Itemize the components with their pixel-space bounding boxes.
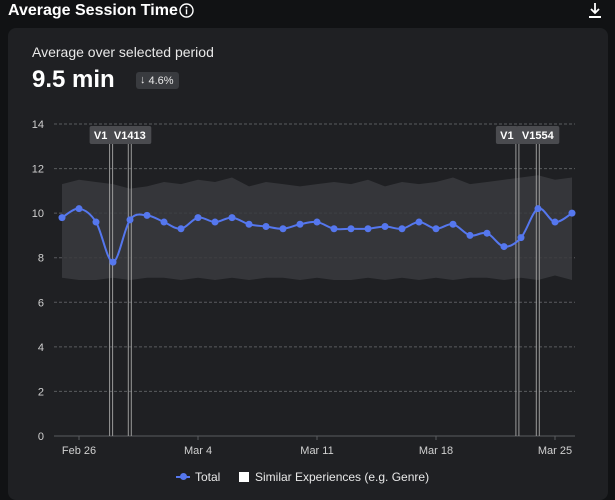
data-point — [228, 214, 236, 222]
data-point — [517, 234, 525, 242]
x-tick-label: Feb 26 — [62, 445, 96, 457]
legend-swatch-total — [176, 473, 190, 480]
x-tick-label: Mar 4 — [184, 445, 212, 457]
line-chart: 0 2 4 6 8 10 12 14 V1 V1413 V1 V1554 Feb 26 Mar 4 Mar … — [32, 119, 576, 457]
data-point — [415, 218, 423, 226]
data-point — [466, 231, 474, 239]
y-tick-label: 6 — [38, 297, 44, 309]
header: Average Session Time — [0, 0, 615, 24]
version-marker-label: V1 — [94, 130, 107, 142]
legend-item-total[interactable]: Total — [176, 470, 220, 484]
y-tick-label: 0 — [38, 431, 44, 443]
version-marker-badge — [516, 126, 560, 144]
data-point — [500, 243, 508, 251]
data-point — [92, 218, 100, 226]
chart-legend: Total Similar Experiences (e.g. Genre) — [0, 470, 615, 488]
version-marker-badge — [108, 126, 152, 144]
y-tick-label: 14 — [32, 119, 44, 131]
similar-experiences-band — [62, 175, 572, 280]
summary-subtitle: Average over selected period — [32, 44, 214, 60]
legend-item-similar[interactable]: Similar Experiences (e.g. Genre) — [239, 470, 429, 484]
data-point — [449, 220, 457, 228]
y-tick-label: 10 — [32, 208, 44, 220]
data-point — [347, 225, 355, 233]
data-point — [194, 214, 202, 222]
data-point — [534, 205, 542, 213]
x-tick-label: Mar 18 — [419, 445, 453, 457]
version-marker-badge — [495, 126, 518, 144]
data-point — [313, 218, 321, 226]
version-marker-label: V1413 — [114, 130, 146, 142]
arrow-down-icon: ↓ — [140, 74, 146, 86]
version-marker-label: V1 — [500, 130, 513, 142]
data-point — [75, 205, 83, 213]
data-point — [109, 258, 117, 266]
data-point — [262, 223, 270, 231]
data-point — [211, 218, 219, 226]
version-marker-label: V1554 — [522, 130, 555, 142]
data-point — [398, 225, 406, 233]
data-point — [177, 225, 185, 233]
data-point — [364, 225, 372, 233]
data-point — [245, 220, 253, 228]
data-point — [381, 223, 389, 231]
data-point — [432, 225, 440, 233]
data-point — [143, 211, 151, 219]
y-tick-label: 2 — [38, 386, 44, 398]
data-point — [568, 209, 576, 217]
data-point — [126, 216, 134, 224]
y-tick-label: 8 — [38, 253, 44, 265]
page-title: Average Session Time — [8, 2, 178, 19]
data-point — [483, 229, 491, 237]
legend-swatch-similar — [239, 472, 249, 482]
delta-value: 4.6% — [148, 74, 174, 87]
summary-value: 9.5 min — [32, 66, 115, 93]
x-tick-label: Mar 11 — [300, 445, 333, 457]
data-point — [330, 225, 338, 233]
legend-label-total: Total — [195, 470, 221, 484]
data-point — [296, 220, 304, 228]
data-point — [160, 218, 168, 226]
version-marker-badge — [89, 126, 112, 144]
download-icon[interactable] — [587, 2, 603, 20]
info-icon[interactable] — [179, 3, 194, 18]
data-point — [551, 218, 559, 226]
y-tick-label: 4 — [38, 342, 44, 354]
x-tick-label: Mar 25 — [538, 445, 572, 457]
delta-badge: ↓ 4.6% — [136, 72, 179, 89]
data-point — [58, 214, 66, 222]
y-tick-label: 12 — [32, 164, 44, 176]
legend-label-similar: Similar Experiences (e.g. Genre) — [255, 470, 430, 484]
data-point — [279, 225, 287, 233]
